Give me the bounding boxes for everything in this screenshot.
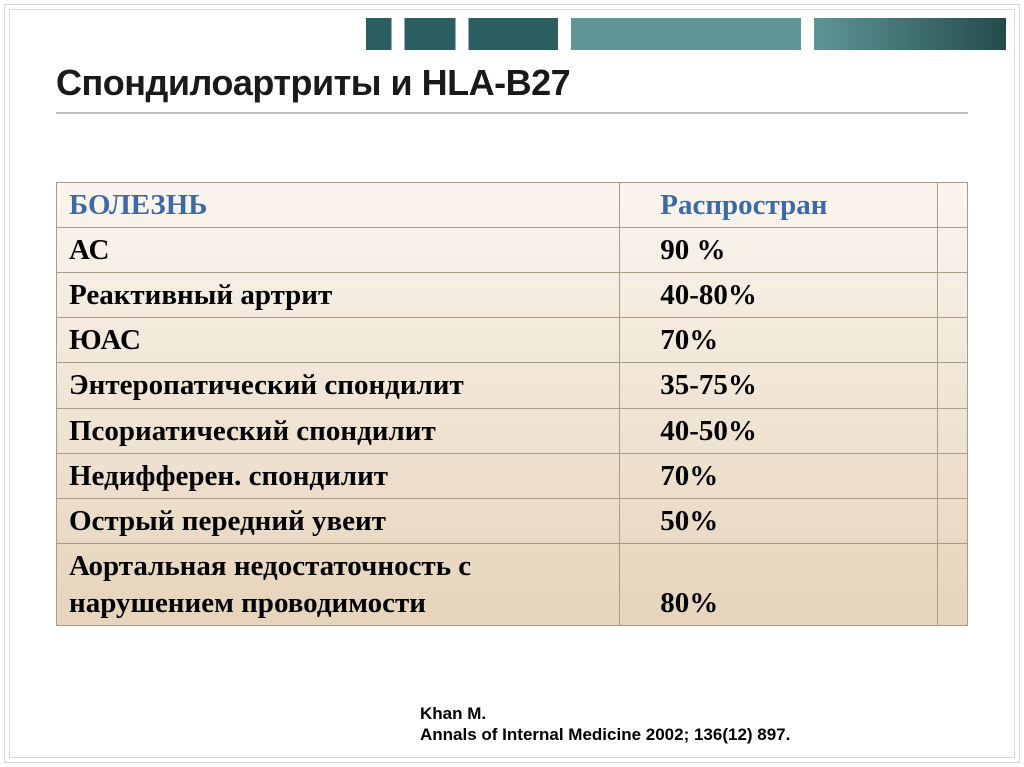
header-prevalence: Распростран: [620, 183, 938, 228]
cell-value: 80%: [620, 543, 938, 625]
cell-disease: Псориатический спондилит: [57, 408, 620, 453]
table-row: ЮАС 70%: [57, 318, 968, 363]
cell-value: 70%: [620, 453, 938, 498]
table-row: Острый передний увеит 50%: [57, 498, 968, 543]
cell-spacer: [938, 273, 968, 318]
citation-line1: Khan M.: [420, 703, 790, 724]
header-disease: БОЛЕЗНЬ: [57, 183, 620, 228]
cell-value: 90 %: [620, 228, 938, 273]
header-spacer: [938, 183, 968, 228]
cell-spacer: [938, 363, 968, 408]
header-decoration: [366, 18, 1006, 50]
table-row: Псориатический спондилит 40-50%: [57, 408, 968, 453]
cell-value: 40-50%: [620, 408, 938, 453]
cell-value: 50%: [620, 498, 938, 543]
cell-spacer: [938, 498, 968, 543]
cell-value: 70%: [620, 318, 938, 363]
table-header-row: БОЛЕЗНЬ Распростран: [57, 183, 968, 228]
cell-disease: Реактивный артрит: [57, 273, 620, 318]
cell-spacer: [938, 408, 968, 453]
prevalence-table: БОЛЕЗНЬ Распростран АС 90 % Реактивный а…: [56, 182, 968, 626]
table-row: Аортальная недостаточность с нарушением …: [57, 543, 968, 625]
cell-disease: Аортальная недостаточность с нарушением …: [57, 543, 620, 625]
cell-spacer: [938, 543, 968, 625]
cell-disease: Острый передний увеит: [57, 498, 620, 543]
cell-spacer: [938, 453, 968, 498]
cell-disease: АС: [57, 228, 620, 273]
title-container: Спондилоартриты и HLA-B27: [56, 62, 968, 114]
table-row: АС 90 %: [57, 228, 968, 273]
cell-disease: Недифферен. спондилит: [57, 453, 620, 498]
cell-disease: ЮАС: [57, 318, 620, 363]
table-row: Энтеропатический спондилит 35-75%: [57, 363, 968, 408]
citation: Khan M. Annals of Internal Medicine 2002…: [420, 703, 790, 746]
citation-line2: Annals of Internal Medicine 2002; 136(12…: [420, 724, 790, 745]
cell-value: 40-80%: [620, 273, 938, 318]
table-row: Реактивный артрит 40-80%: [57, 273, 968, 318]
cell-spacer: [938, 228, 968, 273]
cell-spacer: [938, 318, 968, 363]
table-row: Недифферен. спондилит 70%: [57, 453, 968, 498]
cell-value: 35-75%: [620, 363, 938, 408]
slide-title: Спондилоартриты и HLA-B27: [56, 62, 968, 104]
cell-disease: Энтеропатический спондилит: [57, 363, 620, 408]
